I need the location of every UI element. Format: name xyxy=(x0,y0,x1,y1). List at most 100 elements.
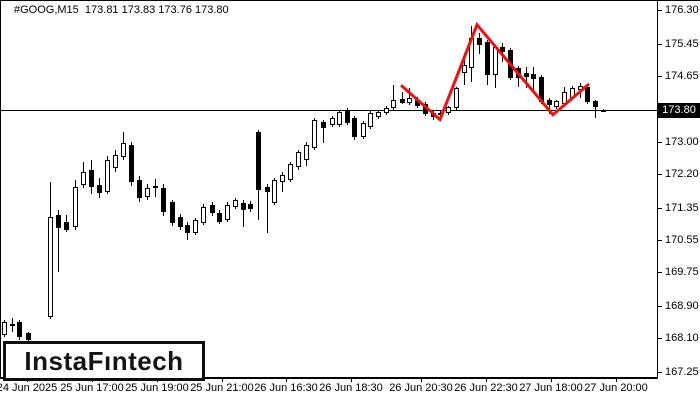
price-axis-label: 174.65 xyxy=(665,70,699,82)
bearish-candle-body xyxy=(352,118,357,137)
price-axis-label: 176.30 xyxy=(665,4,699,16)
candle-wick xyxy=(323,120,324,143)
bearish-candle-body xyxy=(423,104,428,114)
candle-wick xyxy=(595,100,596,118)
bearish-candle-body xyxy=(217,213,222,222)
price-axis-tick xyxy=(657,174,662,175)
bearish-candle-body xyxy=(345,110,350,123)
bullish-candle-body xyxy=(454,88,459,108)
candle-wick xyxy=(282,172,283,192)
bearish-candle-body xyxy=(516,68,521,78)
bearish-candle-body xyxy=(161,188,166,212)
price-axis-tick xyxy=(657,338,662,339)
price-axis-tick xyxy=(657,76,662,77)
candlestick-plot-area[interactable] xyxy=(0,0,657,377)
bullish-candle-body xyxy=(48,217,53,317)
bullish-candle-body xyxy=(469,38,474,68)
bearish-candle-body xyxy=(500,47,505,52)
bullish-candle-body xyxy=(446,107,451,113)
bearish-candle-body xyxy=(137,180,142,198)
bullish-candle-body xyxy=(121,143,126,157)
candle-wick xyxy=(58,210,59,272)
current-price-badge: 173.80 xyxy=(658,103,700,118)
bearish-candle-body xyxy=(601,110,606,112)
price-axis-label: 168.90 xyxy=(665,300,699,312)
bearish-candle-body xyxy=(321,122,326,128)
candle-wick xyxy=(243,200,244,227)
bullish-candle-body xyxy=(361,123,366,137)
bullish-candle-body xyxy=(233,200,238,207)
bullish-candle-body xyxy=(272,180,277,203)
bearish-candle-body xyxy=(64,222,69,230)
bullish-candle-body xyxy=(2,322,7,335)
candle-wick xyxy=(155,179,156,197)
price-axis-label: 173.00 xyxy=(665,136,699,148)
bullish-candle-body xyxy=(578,86,583,90)
bullish-candle-body xyxy=(407,98,412,103)
time-axis-tick xyxy=(616,377,617,382)
bearish-candle-body xyxy=(539,77,544,102)
price-axis-label: 168.10 xyxy=(665,332,699,344)
bullish-candle-body xyxy=(438,113,443,115)
price-axis-tick xyxy=(657,240,662,241)
chart-symbol-ohlc-title: #GOOG,M15 173.81 173.83 173.76 173.80 xyxy=(14,4,229,16)
bullish-candle-body xyxy=(384,108,389,113)
time-axis-label: 25 Jun 17:00 xyxy=(60,382,124,394)
price-axis-tick xyxy=(657,10,662,11)
bullish-candle-body xyxy=(105,160,110,192)
bullish-candle-body xyxy=(296,152,301,167)
time-axis-label: 26 Jun 22:30 xyxy=(454,382,518,394)
time-axis-tick xyxy=(486,377,487,382)
time-axis-label: 26 Jun 20:30 xyxy=(389,382,453,394)
price-axis-label: 167.25 xyxy=(665,366,699,378)
time-axis-label: 27 Jun 18:00 xyxy=(519,382,583,394)
bullish-candle-body xyxy=(391,100,396,108)
time-axis-tick xyxy=(222,377,223,382)
bearish-candle-body xyxy=(185,225,190,233)
price-axis-label: 171.35 xyxy=(665,202,699,214)
price-axis-tick xyxy=(657,208,662,209)
time-axis-tick xyxy=(351,377,352,382)
bearish-candle-body xyxy=(56,215,61,228)
price-axis-line xyxy=(657,0,658,378)
bullish-candle-body xyxy=(201,207,206,223)
candle-wick xyxy=(393,85,394,110)
time-axis-tick xyxy=(286,377,287,382)
bullish-candle-body xyxy=(145,188,150,197)
bullish-candle-body xyxy=(304,145,309,160)
bullish-candle-body xyxy=(562,92,567,104)
bullish-candle-body xyxy=(312,120,317,148)
bearish-candle-body xyxy=(485,42,490,75)
bullish-candle-body xyxy=(280,175,285,182)
time-axis-label: 27 Jun 20:00 xyxy=(584,382,648,394)
bullish-candle-body xyxy=(493,47,498,75)
time-axis-tick xyxy=(551,377,552,382)
bullish-candle-body xyxy=(330,118,335,125)
time-axis-tick xyxy=(421,377,422,382)
bearish-candle-body xyxy=(10,324,15,326)
bearish-candle-body xyxy=(524,73,529,77)
candle-wick xyxy=(526,67,527,88)
price-axis-label: 169.75 xyxy=(665,266,699,278)
bullish-candle-body xyxy=(337,112,342,125)
time-axis-line xyxy=(0,377,658,379)
bullish-candle-body xyxy=(462,65,467,73)
chart-top-border xyxy=(0,0,700,1)
price-axis-tick xyxy=(657,272,662,273)
bearish-candle-body xyxy=(508,50,513,78)
price-axis-tick xyxy=(657,306,662,307)
chart-left-border xyxy=(0,0,1,378)
bearish-candle-body xyxy=(477,38,482,45)
bearish-candle-body xyxy=(593,101,598,107)
bullish-candle-body xyxy=(193,220,198,233)
bearish-candle-body xyxy=(248,204,253,209)
candle-wick xyxy=(502,43,503,62)
bullish-candle-body xyxy=(288,164,293,180)
price-axis-label: 172.20 xyxy=(665,168,699,180)
bearish-candle-body xyxy=(17,322,22,337)
bullish-candle-body xyxy=(81,172,86,185)
bearish-candle-body xyxy=(241,203,246,210)
bearish-candle-body xyxy=(129,145,134,182)
bearish-candle-body xyxy=(531,74,536,79)
